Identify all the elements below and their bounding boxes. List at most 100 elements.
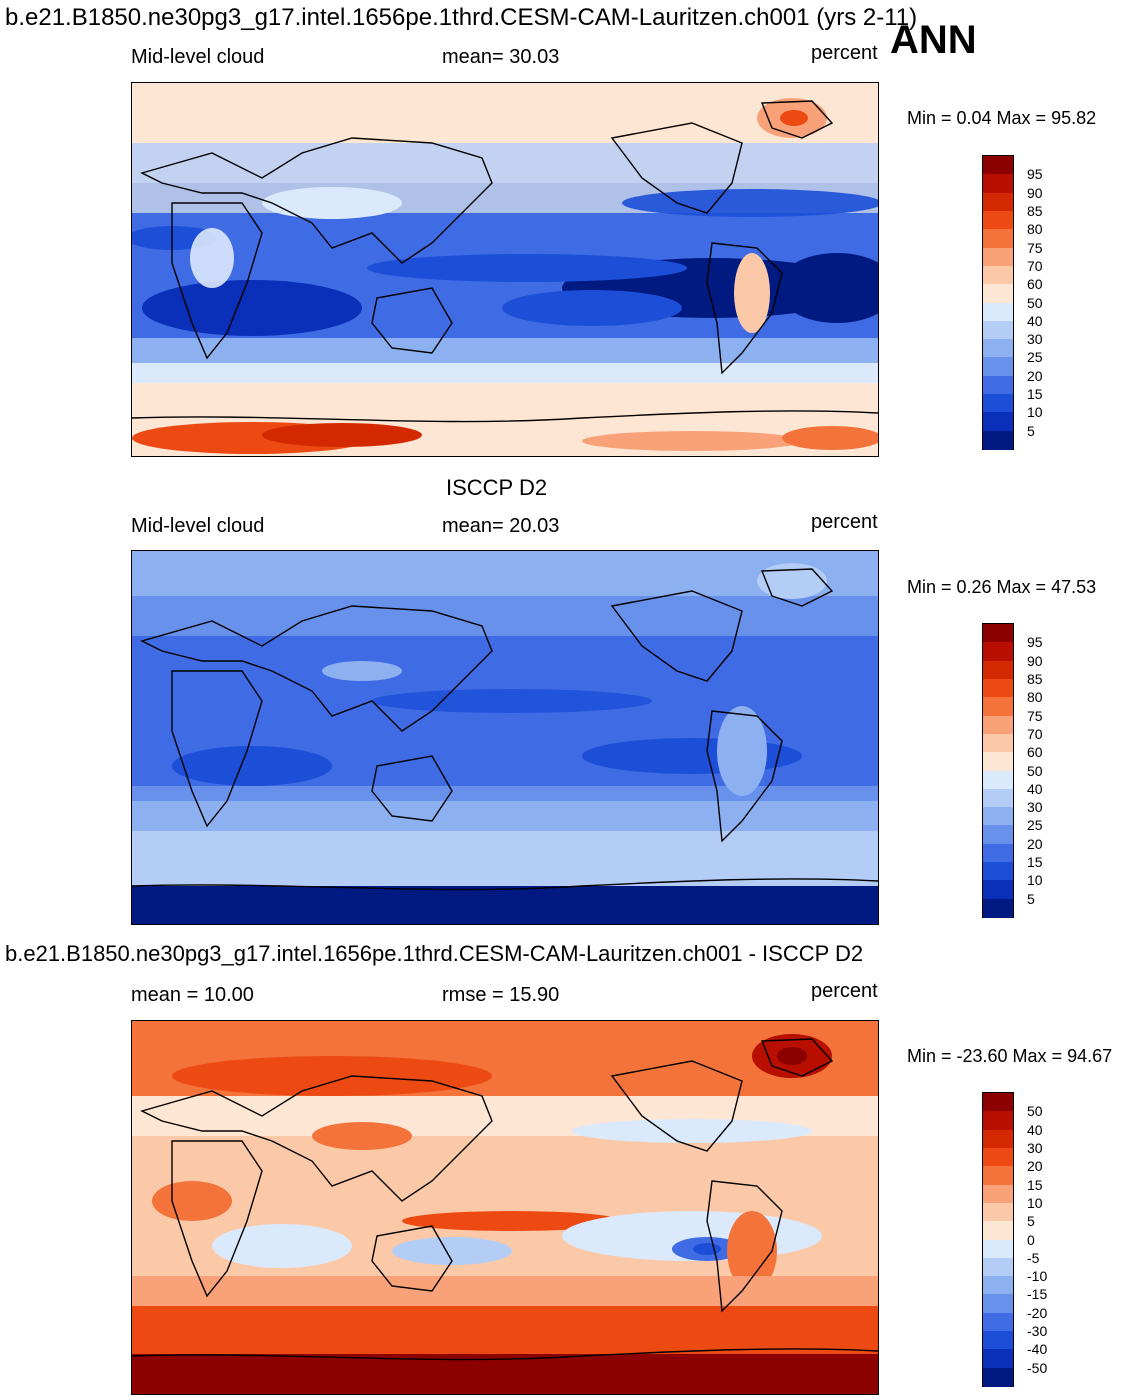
colorbar-tick-label: 60	[1027, 276, 1043, 293]
panel2-variable: Mid-level cloud	[131, 515, 265, 537]
colorbar-tick-label: 85	[1027, 670, 1043, 687]
colorbar-swatch	[983, 1147, 1013, 1167]
colorbar-tick-label: -15	[1027, 1286, 1048, 1303]
colorbar-tick-label: 50	[1027, 294, 1043, 311]
panel2-units: percent	[811, 511, 878, 533]
colorbar-tick-label: 90	[1027, 652, 1043, 669]
panel1-minmax: Min = 0.04 Max = 95.82	[907, 108, 1097, 128]
colorbar-tick-label: 20	[1027, 1158, 1043, 1175]
colorbar-swatch	[983, 320, 1013, 340]
colorbar-swatch	[983, 1331, 1013, 1350]
colorbar-tick-label: 10	[1027, 872, 1043, 889]
colorbar-tick-label: 25	[1027, 817, 1043, 834]
colorbar-swatch	[983, 247, 1013, 267]
colorbar-tick-label: 95	[1027, 166, 1043, 183]
colorbar-swatch	[983, 678, 1013, 698]
colorbar-swatch	[983, 1239, 1013, 1259]
colorbar-tick-label: 40	[1027, 1121, 1043, 1138]
panel2-colorbar	[982, 623, 1014, 918]
colorbar-swatch	[983, 1093, 1013, 1112]
colorbar-swatch	[983, 192, 1013, 212]
colorbar-swatch	[983, 1129, 1013, 1149]
panel3-heading: b.e21.B1850.ne30pg3_g17.intel.1656pe.1th…	[5, 941, 864, 966]
panel2-heading: ISCCP D2	[446, 475, 548, 500]
colorbar-tick-label: -5	[1027, 1249, 1040, 1266]
colorbar-tick-label: 70	[1027, 725, 1043, 742]
colorbar-tick-label: 30	[1027, 331, 1043, 348]
colorbar-tick-label: 95	[1027, 634, 1043, 651]
colorbar-swatch	[983, 825, 1013, 845]
colorbar-tick-label: 75	[1027, 707, 1043, 724]
panel2-minmax: Min = 0.26 Max = 47.53	[907, 577, 1097, 597]
colorbar-swatch	[983, 1202, 1013, 1222]
colorbar-tick-label: 80	[1027, 689, 1043, 706]
colorbar-tick-label: 10	[1027, 1194, 1043, 1211]
colorbar-swatch	[983, 375, 1013, 395]
panel1-map	[131, 82, 879, 457]
colorbar-swatch	[983, 1166, 1013, 1186]
panel1-variable: Mid-level cloud	[131, 46, 265, 68]
colorbar-tick-label: 40	[1027, 312, 1043, 329]
colorbar-tick-label: 15	[1027, 386, 1043, 403]
colorbar-swatch	[983, 697, 1013, 717]
colorbar-swatch	[983, 284, 1013, 303]
colorbar-swatch	[983, 229, 1013, 249]
colorbar-tick-label: 25	[1027, 349, 1043, 366]
colorbar-tick-label: -20	[1027, 1304, 1048, 1321]
colorbar-tick-label: 70	[1027, 257, 1043, 274]
colorbar-swatch	[983, 156, 1013, 175]
colorbar-swatch	[983, 1184, 1013, 1204]
colorbar-tick-label: 85	[1027, 202, 1043, 219]
colorbar-tick-label: 5	[1027, 1213, 1035, 1230]
colorbar-tick-label: 60	[1027, 744, 1043, 761]
colorbar-swatch	[983, 660, 1013, 680]
colorbar-tick-label: -40	[1027, 1341, 1048, 1358]
colorbar-tick-label: 20	[1027, 835, 1043, 852]
season-label: ANN	[890, 18, 977, 62]
colorbar-swatch	[983, 807, 1013, 826]
panel2-map	[131, 550, 879, 925]
colorbar-swatch	[983, 1349, 1013, 1369]
plot-main-title: b.e21.B1850.ne30pg3_g17.intel.1656pe.1th…	[5, 4, 918, 31]
colorbar-swatch	[983, 843, 1013, 863]
colorbar-tick-label: 40	[1027, 780, 1043, 797]
colorbar-swatch	[983, 788, 1013, 808]
colorbar-swatch	[983, 1312, 1013, 1332]
panel2-mean: mean= 20.03	[442, 515, 560, 537]
colorbar-tick-label: -10	[1027, 1268, 1048, 1285]
colorbar-tick-label: 20	[1027, 367, 1043, 384]
colorbar-tick-label: 90	[1027, 184, 1043, 201]
colorbar-tick-label: 50	[1027, 1103, 1043, 1120]
colorbar-tick-label: 0	[1027, 1231, 1035, 1248]
colorbar-swatch	[983, 1276, 1013, 1295]
colorbar-swatch	[983, 752, 1013, 771]
colorbar-swatch	[983, 1111, 1013, 1131]
colorbar-tick-label: 75	[1027, 239, 1043, 256]
colorbar-swatch	[983, 1221, 1013, 1240]
panel3-minmax: Min = -23.60 Max = 94.67	[907, 1046, 1113, 1066]
panel1-colorbar	[982, 155, 1014, 450]
colorbar-swatch	[983, 174, 1013, 194]
colorbar-swatch	[983, 1294, 1013, 1314]
colorbar-swatch	[983, 412, 1013, 432]
colorbar-tick-label: 15	[1027, 1176, 1043, 1193]
colorbar-tick-label: 30	[1027, 1139, 1043, 1156]
colorbar-tick-label: -50	[1027, 1359, 1048, 1376]
panel3-colorbar	[982, 1092, 1014, 1387]
colorbar-swatch	[983, 339, 1013, 358]
colorbar-swatch	[983, 1367, 1013, 1387]
colorbar-swatch	[983, 862, 1013, 881]
panel1-units: percent	[811, 42, 878, 64]
colorbar-swatch	[983, 715, 1013, 735]
panel3-map	[131, 1020, 879, 1395]
colorbar-tick-label: 80	[1027, 221, 1043, 238]
panel3-rmse: rmse = 15.90	[442, 984, 560, 1006]
colorbar-swatch	[983, 394, 1013, 413]
colorbar-swatch	[983, 1257, 1013, 1277]
colorbar-tick-label: 50	[1027, 762, 1043, 779]
colorbar-tick-label: 15	[1027, 854, 1043, 871]
colorbar-tick-label: 30	[1027, 799, 1043, 816]
colorbar-tick-label: 5	[1027, 422, 1035, 439]
colorbar-swatch	[983, 624, 1013, 643]
panel3-mean: mean = 10.00	[131, 984, 254, 1006]
